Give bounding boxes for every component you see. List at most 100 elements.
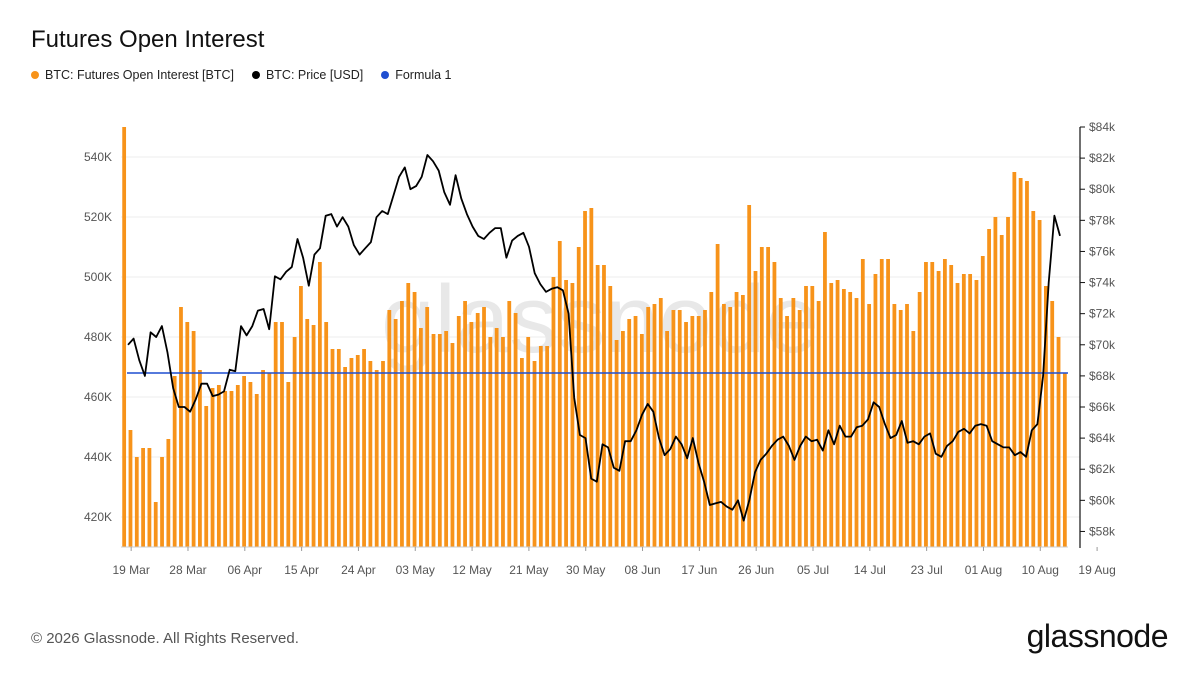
oi-bar: [425, 307, 430, 547]
y-right-tick-label: $60k: [1089, 493, 1116, 507]
y-right-tick-label: $66k: [1089, 400, 1116, 414]
oi-bar: [507, 301, 512, 547]
oi-bar: [160, 457, 164, 547]
oi-bar: [400, 301, 404, 547]
legend-item-formula[interactable]: Formula 1: [381, 68, 451, 82]
oi-bar: [261, 370, 265, 547]
x-tick-label: 19 Mar: [112, 563, 149, 577]
oi-bar: [299, 286, 303, 547]
oi-bar: [1025, 181, 1029, 547]
oi-bar: [722, 304, 726, 547]
oi-bar: [804, 286, 808, 547]
x-tick-label: 01 Aug: [965, 563, 1002, 577]
oi-bar: [381, 361, 385, 547]
x-tick-label: 28 Mar: [169, 563, 206, 577]
oi-bar: [570, 283, 575, 547]
oi-bar: [437, 334, 442, 547]
oi-bar: [128, 430, 133, 547]
oi-bar: [456, 316, 461, 547]
oi-bar: [172, 376, 177, 547]
oi-bar: [942, 259, 947, 547]
oi-bar: [999, 235, 1004, 547]
oi-bar: [797, 310, 802, 547]
x-tick-label: 10 Aug: [1022, 563, 1059, 577]
axes: 420K 440K 460K 480K 500K 520K 540K $58k $60k $62k…: [84, 120, 1116, 577]
oi-bar: [583, 211, 587, 547]
oi-bar: [1044, 286, 1048, 547]
oi-bar: [658, 298, 663, 547]
oi-bar: [488, 337, 493, 547]
oi-bar: [608, 286, 613, 547]
oi-bar: [254, 394, 259, 547]
oi-bar: [532, 361, 537, 547]
oi-bar: [740, 295, 745, 547]
oi-bar: [305, 319, 310, 547]
oi-bar: [974, 280, 979, 547]
legend-swatch-price: [251, 71, 260, 79]
oi-bar: [431, 334, 436, 547]
oi-bar: [286, 382, 291, 547]
oi-bar: [204, 406, 209, 547]
oi-bar: [867, 304, 872, 547]
legend-item-open-interest[interactable]: BTC: Futures Open Interest [BTC]: [31, 68, 234, 82]
oi-bar: [387, 310, 392, 547]
oi-bar: [949, 265, 954, 547]
oi-bar: [696, 316, 701, 547]
oi-bar: [589, 208, 594, 547]
legend-label-price: BTC: Price [USD]: [265, 68, 364, 82]
legend-item-price[interactable]: BTC: Price [USD]: [251, 68, 364, 82]
oi-bar: [311, 325, 316, 547]
oi-bar: [324, 322, 329, 547]
y-right-tick-label: $72k: [1089, 307, 1116, 321]
oi-bar: [280, 322, 284, 547]
legend-swatch-formula: [381, 71, 390, 79]
oi-bar: [198, 370, 202, 547]
oi-bar: [646, 307, 651, 547]
oi-bar: [368, 361, 373, 547]
price-path: [127, 154, 1061, 522]
oi-bar: [248, 382, 253, 547]
oi-bar: [273, 322, 278, 547]
oi-bar: [879, 259, 884, 547]
oi-bar: [355, 355, 360, 547]
y-right-tick-label: $78k: [1089, 213, 1116, 227]
oi-bar: [987, 229, 991, 547]
oi-bar: [595, 265, 600, 547]
oi-bar: [147, 448, 152, 547]
y-right-tick-label: $70k: [1089, 338, 1116, 352]
oi-bar: [210, 388, 215, 547]
oi-bar: [343, 367, 348, 547]
oi-bar: [349, 358, 354, 547]
x-tick-label: 03 May: [396, 563, 435, 577]
oi-bar: [898, 310, 903, 547]
oi-bar: [538, 346, 543, 547]
oi-bar: [665, 331, 669, 547]
x-tick-label: 12 May: [452, 563, 491, 577]
oi-bar: [961, 274, 966, 547]
oi-bar: [267, 373, 272, 547]
oi-bar: [545, 346, 550, 547]
legend-label-formula: Formula 1: [395, 68, 452, 82]
x-tick-label: 19 Aug: [1078, 563, 1115, 577]
x-tick-label: 21 May: [509, 563, 548, 577]
oi-bar: [734, 292, 739, 547]
oi-bar: [185, 322, 190, 547]
oi-bar: [330, 349, 335, 547]
oi-bar: [412, 292, 417, 547]
x-tick-label: 23 Jul: [911, 563, 943, 577]
oi-bar: [684, 322, 688, 547]
oi-bar: [785, 316, 789, 547]
oi-bar: [627, 319, 632, 547]
x-tick-label: 24 Apr: [341, 563, 376, 577]
oi-bar: [892, 304, 897, 547]
oi-bar: [494, 328, 499, 547]
oi-bar: [993, 217, 998, 547]
oi-bar: [393, 319, 398, 547]
chart-canvas[interactable]: glassnode 420K440K460K480K500K520K540K$5…: [0, 0, 1200, 600]
oi-bar: [602, 265, 606, 547]
oi-bar: [703, 310, 707, 547]
oi-bar: [223, 391, 228, 547]
oi-bar: [501, 337, 505, 547]
y-left-tick-label: 460K: [84, 390, 112, 404]
oi-bar: [955, 283, 960, 547]
